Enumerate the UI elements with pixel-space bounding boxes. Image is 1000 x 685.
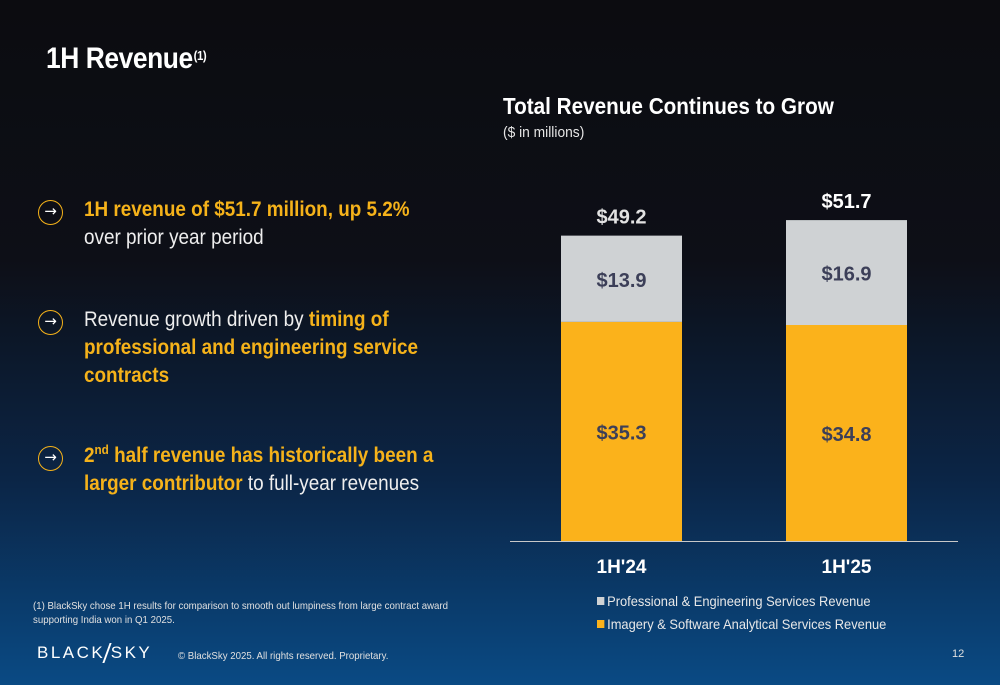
x-tick-label: 1H'24 — [597, 557, 647, 578]
data-label: $16.9 — [821, 264, 871, 286]
data-label: $13.9 — [596, 270, 646, 292]
bullet-text: 2nd half revenue has historically been a… — [84, 442, 444, 498]
page-number: 12 — [952, 648, 965, 660]
bullet-highlight-main: half revenue has historically been a lar… — [84, 444, 434, 495]
bullet-text: Revenue growth driven by timing of profe… — [84, 306, 444, 390]
chart-subtitle: ($ in millions) — [503, 124, 585, 141]
arrow-right-icon: → — [38, 446, 63, 471]
total-label: $49.2 — [596, 207, 646, 229]
bullet-highlight-prefix: 2 — [84, 444, 95, 467]
bullet-text-after: over prior year period — [84, 226, 264, 249]
legend-swatch-professional — [597, 596, 605, 605]
chart-title: Total Revenue Continues to Grow — [503, 93, 834, 119]
page-title: 1H Revenue(1) — [46, 42, 207, 76]
bar-segment-imagery — [786, 325, 907, 541]
legend-swatch-imagery — [597, 619, 605, 628]
bullet-text: 1H revenue of $51.7 million, up 5.2% ove… — [84, 196, 444, 252]
data-label: $34.8 — [821, 424, 871, 446]
bullet-text-before: Revenue growth driven by — [84, 308, 309, 331]
bullet-highlight: timing of professional and engineering s… — [84, 308, 419, 387]
bar-segment-professional — [561, 235, 682, 322]
bar-segment-imagery — [561, 321, 682, 541]
bullet-highlight: 1H revenue of $51.7 million, up 5.2% — [84, 198, 410, 221]
page-title-text: 1H Revenue — [46, 42, 193, 75]
legend-item-professional: Professional & Engineering Services Reve… — [597, 589, 886, 612]
bullet-highlight: 2nd half revenue has historically been a… — [84, 442, 434, 495]
arrow-right-icon: → — [38, 200, 63, 225]
bar-segment-professional — [786, 220, 907, 325]
legend-label-professional: Professional & Engineering Services Reve… — [607, 592, 871, 609]
title-footnote-mark: (1) — [193, 48, 207, 63]
blacksky-logo: BLACK SKY — [37, 643, 153, 663]
x-tick-label: 1H'25 — [822, 557, 872, 578]
total-label: $51.7 — [821, 191, 871, 213]
legend-label-imagery: Imagery & Software Analytical Services R… — [607, 615, 887, 632]
chart-legend: Professional & Engineering Services Reve… — [597, 589, 911, 635]
footnote: (1) BlackSky chose 1H results for compar… — [33, 600, 449, 626]
bullet-highlight-sup: nd — [94, 442, 109, 457]
arrow-right-icon: → — [38, 310, 63, 335]
logo-text-black: BLACK — [37, 643, 106, 662]
bullet-text-after: to full-year revenues — [242, 472, 420, 495]
logo-text-sky: SKY — [110, 643, 153, 662]
copyright-text: © BlackSky 2025. All rights reserved. Pr… — [178, 650, 389, 662]
legend-item-imagery: Imagery & Software Analytical Services R… — [597, 612, 886, 635]
data-label: $35.3 — [596, 422, 646, 444]
